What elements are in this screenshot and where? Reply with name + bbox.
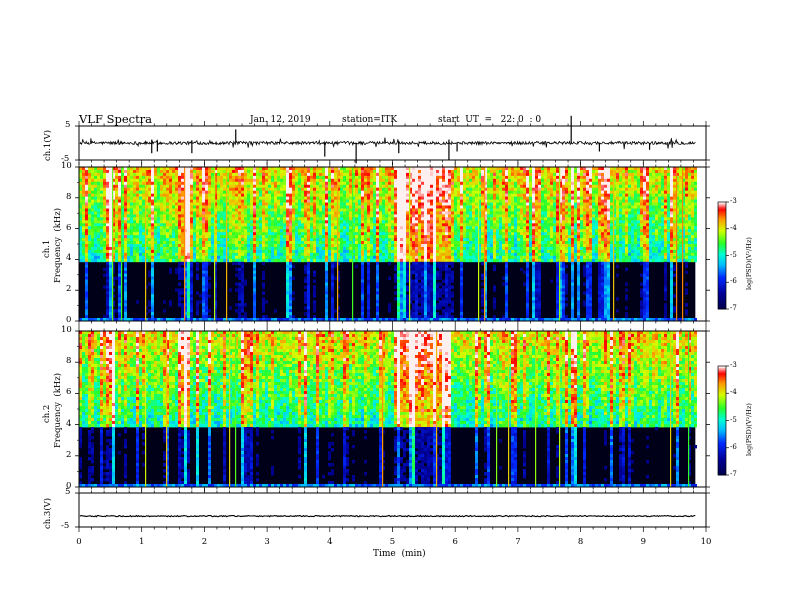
- x-tick-label: 2: [201, 537, 208, 547]
- colorbar2-label: log(PSD)(V²/Hz): [745, 403, 753, 456]
- ch2-spectrogram-sferic: [559, 331, 561, 487]
- ch2-spec-ylabel-channel: ch.2: [42, 404, 52, 423]
- ch3-ylabel: ch.3(V): [43, 497, 53, 529]
- ch1-spectrogram-sferic: [409, 167, 411, 321]
- x-tick-label: 9: [640, 537, 647, 547]
- date-label: Jan. 12, 2019: [250, 115, 311, 125]
- ch2-spectrogram-ytick-label: 10: [61, 325, 72, 335]
- ch2-spectrogram-sferic: [166, 331, 168, 487]
- ch2-spectrogram-sferic: [145, 331, 147, 487]
- ch3-waveform-frame: [78, 492, 707, 528]
- x-tick-label: 5: [389, 537, 396, 547]
- ch2-spec-ylabel-frequency: Frequency (kHz): [53, 372, 63, 448]
- ch1-spec-ylabel-frequency: Frequency (kHz): [53, 207, 63, 283]
- ch1-spectrogram-sferic: [478, 167, 480, 321]
- ch1-spectrogram-sferic: [226, 167, 228, 321]
- colorbar1-label: log(PSD)(V²/Hz): [745, 237, 753, 290]
- ch2-spectrogram-sferic: [508, 331, 510, 487]
- x-axis-label: Time (min): [373, 549, 426, 559]
- ch1-spectrogram-sferic: [559, 167, 561, 321]
- ch2-spectrogram-ytick-label: 6: [66, 387, 72, 398]
- ch2-spectrogram-colorbar-tick-label: -4: [730, 388, 737, 397]
- ch1-spectrogram-colorbar-tick-label: -3: [730, 197, 737, 205]
- waveform-ytick-label: -5: [61, 521, 70, 531]
- x-tick-label: 8: [577, 537, 584, 547]
- ch1-spectrogram-ytick-label: 4: [66, 253, 72, 264]
- station-label: station=ITK: [342, 115, 398, 125]
- ch2-spectrogram-sferic: [436, 331, 438, 487]
- ch1-spec-ylabel-channel: ch.1: [42, 239, 52, 258]
- ch1-spectrogram-cells: [79, 167, 697, 322]
- ch2-spectrogram-colorbar: [718, 366, 726, 476]
- ch1-ylabel: ch.1(V): [43, 129, 53, 161]
- ch2-spectrogram-ytick-label: 4: [66, 418, 72, 429]
- ch2-spectrogram-sferic: [382, 331, 384, 487]
- ch2-spectrogram-ytick-label: 0: [66, 481, 72, 491]
- ch1-waveform-line: [79, 137, 696, 150]
- ch1-spectrogram-ytick-label: 8: [66, 191, 72, 202]
- ch1-spectrogram-sferic: [352, 167, 354, 321]
- ch1-spectrogram-colorbar: [718, 202, 726, 310]
- ch2-spectrogram-sferic: [670, 331, 672, 487]
- x-tick-label: 7: [515, 537, 521, 547]
- ch1-spectrogram-colorbar-tick-label: -5: [730, 250, 737, 259]
- ch1-spectrogram-ytick-label: 10: [61, 161, 72, 171]
- start-time-label: start UT = 22: 0 : 0: [438, 115, 542, 125]
- x-tick-label: 1: [139, 537, 145, 547]
- x-tick-label: 10: [700, 537, 712, 547]
- ch2-spectrogram-sferic: [496, 331, 498, 487]
- ch1-spectrogram-sferic: [112, 167, 114, 321]
- ch1-spectrogram-sferic: [184, 167, 186, 321]
- ch1-spectrogram-sferic: [145, 167, 147, 321]
- waveform-ytick-label: -5: [61, 154, 70, 164]
- ch1-spectrogram-ytick-label: 2: [66, 284, 72, 295]
- ch1-spectrogram-ytick-label: 6: [66, 222, 72, 233]
- ch2-spectrogram-ytick-label: 2: [66, 449, 72, 460]
- ch2-spectrogram-sferic: [229, 331, 231, 487]
- ch2-spectrogram-colorbar-tick-label: -6: [730, 442, 737, 451]
- ch2-spectrogram-ytick-label: 8: [66, 356, 72, 367]
- ch2-spectrogram-cells: [79, 331, 697, 488]
- ch1-spectrogram-sferic: [214, 167, 216, 321]
- ch3-waveform-line: [79, 514, 696, 518]
- ch2-spectrogram-sferic: [235, 331, 237, 487]
- ch1-spectrogram-sferic: [682, 167, 684, 321]
- x-tick-label: 0: [76, 537, 82, 547]
- ch2-spectrogram-colorbar-tick-label: -5: [730, 415, 737, 424]
- ch1-spectrogram-colorbar-tick-label: -6: [730, 277, 737, 286]
- waveform-ytick-label: 5: [65, 120, 71, 130]
- ch1-spectrogram-sferic: [121, 167, 123, 321]
- ch1-spectrogram-sferic: [337, 167, 339, 321]
- ch1-spectrogram-sferic: [676, 167, 678, 321]
- ch1-spectrogram-colorbar-tick-label: -4: [730, 223, 737, 232]
- x-tick-label: 4: [327, 537, 333, 547]
- ch2-spectrogram-sferic: [688, 331, 690, 487]
- ch1-spectrogram-sferic: [613, 167, 615, 321]
- x-tick-label: 6: [452, 537, 458, 547]
- x-tick-label: 3: [264, 537, 270, 547]
- ch1-spectrogram-ytick-label: 0: [66, 315, 72, 325]
- figure-title: VLF Spectra: [79, 112, 153, 126]
- ch2-spectrogram-colorbar-tick-label: -3: [730, 361, 737, 369]
- ch2-spectrogram-colorbar-tick-label: -7: [730, 470, 737, 478]
- ch2-spectrogram-sferic: [535, 331, 537, 487]
- waveform-ytick-label: 5: [65, 487, 71, 497]
- ch1-spectrogram-sferic: [484, 167, 486, 321]
- ch1-spectrogram-colorbar-tick-label: -7: [730, 304, 737, 312]
